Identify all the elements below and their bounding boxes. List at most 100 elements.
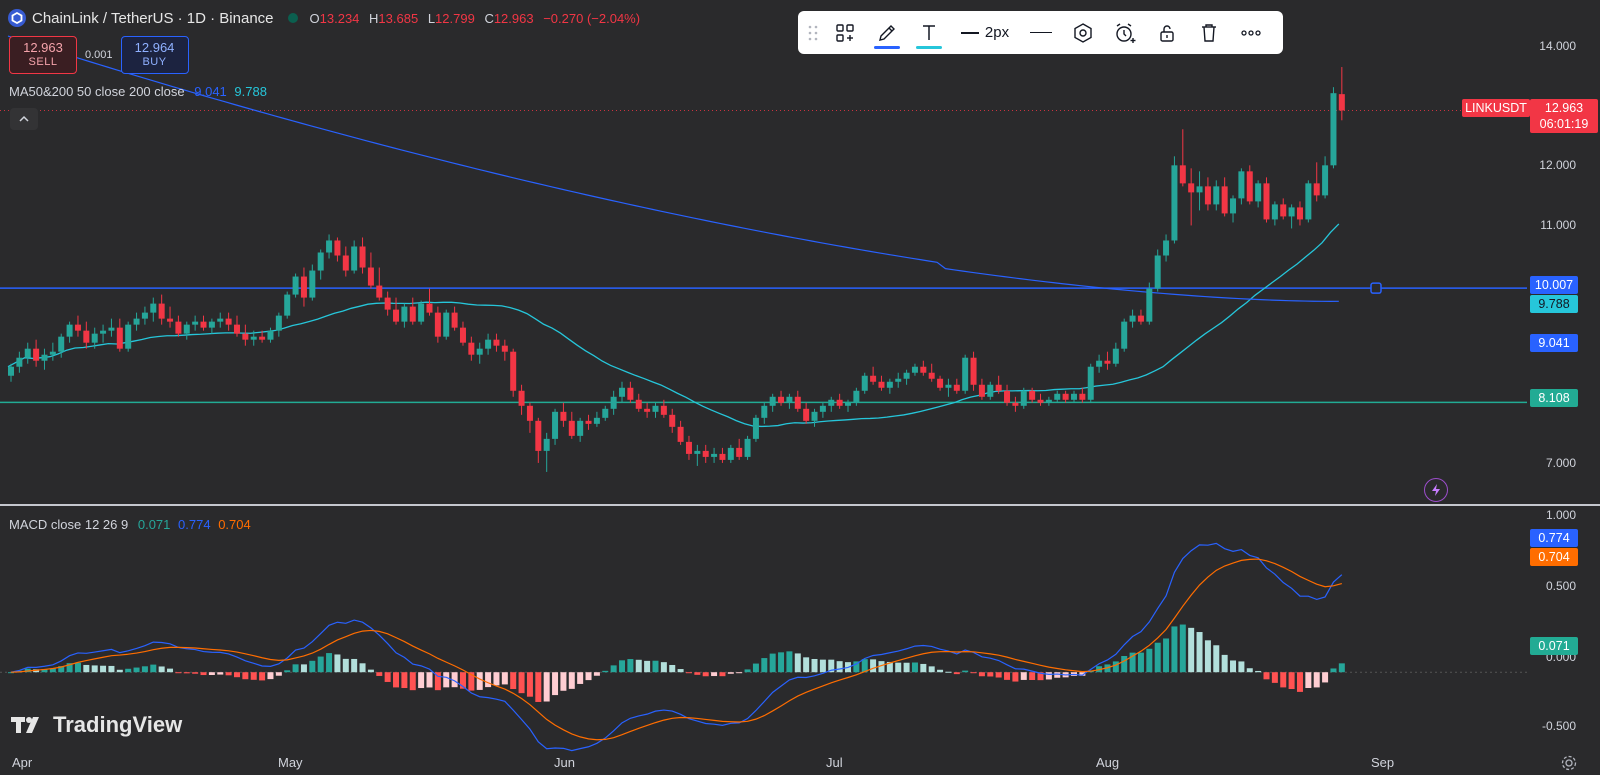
macd-histogram-bar	[49, 668, 56, 673]
candle-body	[853, 390, 860, 403]
lock-button[interactable]	[1148, 16, 1186, 50]
candle-body	[133, 318, 140, 325]
candle-body	[409, 306, 416, 322]
macd-histogram-bar	[669, 664, 676, 673]
text-color-button[interactable]	[910, 16, 948, 50]
ohlc-readout: O13.234 H13.685 L12.799 C12.963 −0.270 (…	[310, 11, 647, 26]
macd-histogram-bar	[652, 660, 659, 673]
macd-histogram-bar	[225, 672, 232, 676]
ma-legend[interactable]: MA50&200 50 close 200 close 9.041 9.788	[9, 84, 267, 99]
macd-histogram-bar	[158, 666, 165, 673]
candle-body	[711, 453, 718, 457]
macd-histogram-bar	[1079, 672, 1086, 676]
macd-histogram-bar	[1004, 672, 1011, 680]
candle-body	[250, 336, 257, 340]
candle-body	[886, 381, 893, 388]
macd-histogram-bar	[326, 653, 333, 673]
line-width-button[interactable]: 2px	[952, 16, 1018, 50]
macd-histogram-bar	[685, 672, 692, 674]
candle-body	[644, 408, 651, 412]
macd-histogram-bar	[1129, 652, 1136, 673]
collapse-legend-button[interactable]	[10, 108, 38, 130]
candle-body	[870, 375, 877, 382]
candle-body	[1070, 393, 1077, 400]
ma50-price-tag: 9.041	[1530, 334, 1578, 352]
ma50-value: 9.041	[194, 84, 227, 99]
candle-body	[1255, 183, 1262, 202]
replay-lightning-button[interactable]	[1424, 478, 1448, 502]
drag-handle-icon[interactable]	[804, 16, 822, 50]
macd-histogram-bar	[560, 672, 567, 691]
settings-button[interactable]	[1064, 16, 1102, 50]
macd-histogram-bar	[627, 659, 634, 673]
candle-body	[1338, 94, 1345, 111]
macd-histogram-bar	[903, 662, 910, 673]
candle-body	[1121, 321, 1128, 349]
macd-histogram-bar	[409, 672, 416, 691]
candle-body	[125, 324, 132, 349]
candle-body	[116, 327, 123, 349]
candle-body	[233, 324, 240, 334]
candle-body	[376, 285, 383, 298]
candle-body	[543, 438, 550, 451]
candle-body	[1129, 315, 1136, 322]
chart-settings-button[interactable]	[1560, 754, 1578, 775]
buy-button[interactable]: 12.964 BUY	[120, 36, 189, 74]
line-color-swatch	[874, 45, 900, 49]
macd-signal-line	[10, 558, 1342, 741]
macd-histogram-bar	[451, 672, 458, 688]
add-alert-button[interactable]	[1106, 16, 1144, 50]
delete-button[interactable]	[1190, 16, 1228, 50]
candle-body	[535, 420, 542, 451]
macd-histogram-bar	[970, 672, 977, 674]
candle-body	[317, 252, 324, 271]
more-button[interactable]	[1232, 16, 1270, 50]
macd-histogram-bar	[794, 653, 801, 673]
macd-histogram-bar	[1029, 672, 1036, 680]
candle-body	[652, 405, 659, 412]
macd-histogram-bar	[711, 672, 718, 677]
macd-histogram-bar	[1204, 640, 1211, 673]
candle-body	[66, 324, 73, 337]
candle-body	[384, 297, 391, 310]
macd-histogram-bar	[660, 662, 667, 673]
pane-divider[interactable]	[0, 504, 1600, 506]
macd-histogram-bar	[677, 669, 684, 673]
line-style-button[interactable]	[1022, 16, 1060, 50]
candle-body	[560, 411, 567, 421]
macd-histogram-bar	[384, 672, 391, 682]
candle-body	[970, 357, 977, 385]
symbol-title[interactable]: ChainLink / TetherUS · 1D · Binance	[32, 9, 274, 27]
macd-histogram-bar	[150, 664, 157, 673]
macd-legend[interactable]: MACD close 12 26 9 0.071 0.774 0.704	[9, 517, 251, 532]
candle-body	[200, 321, 207, 328]
symbol-header[interactable]: ChainLink / TetherUS · 1D · Binance O13.…	[8, 9, 646, 27]
macd-histogram-bar	[1171, 626, 1178, 673]
lightning-icon	[1432, 484, 1440, 496]
macd-histogram-bar	[133, 667, 140, 673]
candle-body	[1288, 207, 1295, 217]
candle-body	[24, 348, 31, 358]
month-label: May	[278, 755, 303, 770]
tradingview-logo[interactable]: TradingView	[11, 712, 182, 738]
macd-histogram-bar	[401, 672, 408, 689]
macd-histogram-bar	[100, 665, 107, 673]
sell-price: 12.963	[23, 40, 63, 55]
macd-histogram-bar	[250, 672, 257, 680]
candle-body	[920, 366, 927, 373]
line-anchor-handle[interactable]	[1370, 282, 1382, 294]
macd-histogram-bar	[284, 670, 291, 673]
month-label: Jul	[826, 755, 843, 770]
candle-body	[1213, 186, 1220, 205]
templates-button[interactable]	[826, 16, 864, 50]
pencil-icon	[879, 24, 895, 41]
macd-histogram-bar	[1045, 672, 1052, 680]
line-color-button[interactable]	[868, 16, 906, 50]
macd-histogram-bar	[1330, 668, 1337, 673]
macd-histogram-bar	[141, 666, 148, 673]
candle-body	[1020, 390, 1027, 406]
candle-body	[1029, 390, 1036, 400]
sell-button[interactable]: 12.963 SELL	[9, 36, 77, 74]
candle-body	[284, 294, 291, 316]
